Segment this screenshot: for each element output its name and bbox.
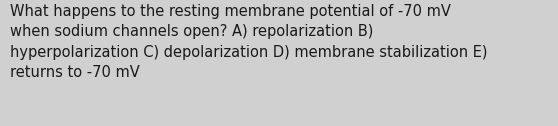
Text: What happens to the resting membrane potential of -70 mV
when sodium channels op: What happens to the resting membrane pot… — [10, 4, 488, 80]
